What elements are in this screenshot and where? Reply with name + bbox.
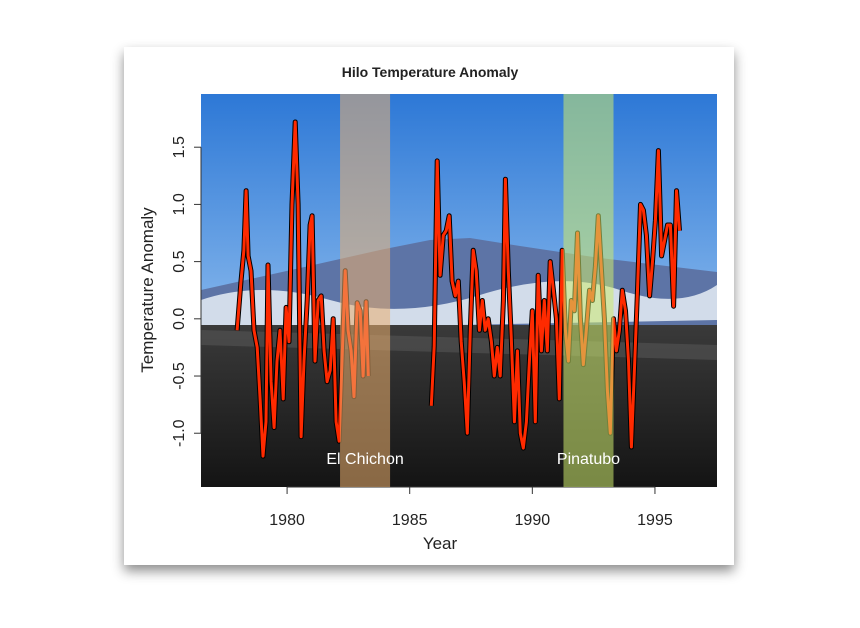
- x-tick-label: 1985: [392, 512, 428, 529]
- y-tick-label: 1.5: [171, 136, 188, 158]
- y-tick-label: -0.5: [171, 362, 188, 390]
- event-band: [563, 94, 614, 487]
- line: [429, 149, 681, 450]
- y-tick-label: 1.0: [171, 193, 188, 215]
- x-tick-label: 1990: [515, 512, 551, 529]
- y-tick-label: 0.0: [171, 308, 188, 330]
- event-band: [340, 94, 391, 487]
- x-axis-label: Year: [423, 534, 458, 553]
- chart-title: Hilo Temperature Anomaly: [342, 64, 519, 80]
- band-label: Pinatubo: [557, 451, 620, 468]
- y-tick-label: -1.0: [171, 419, 188, 447]
- x-tick-label: 1980: [269, 512, 305, 529]
- y-tick-label: 0.5: [171, 250, 188, 272]
- x-tick-label: 1995: [637, 512, 673, 529]
- band-label: El Chichon: [326, 451, 403, 468]
- y-axis-label: Temperature Anomaly: [138, 207, 157, 373]
